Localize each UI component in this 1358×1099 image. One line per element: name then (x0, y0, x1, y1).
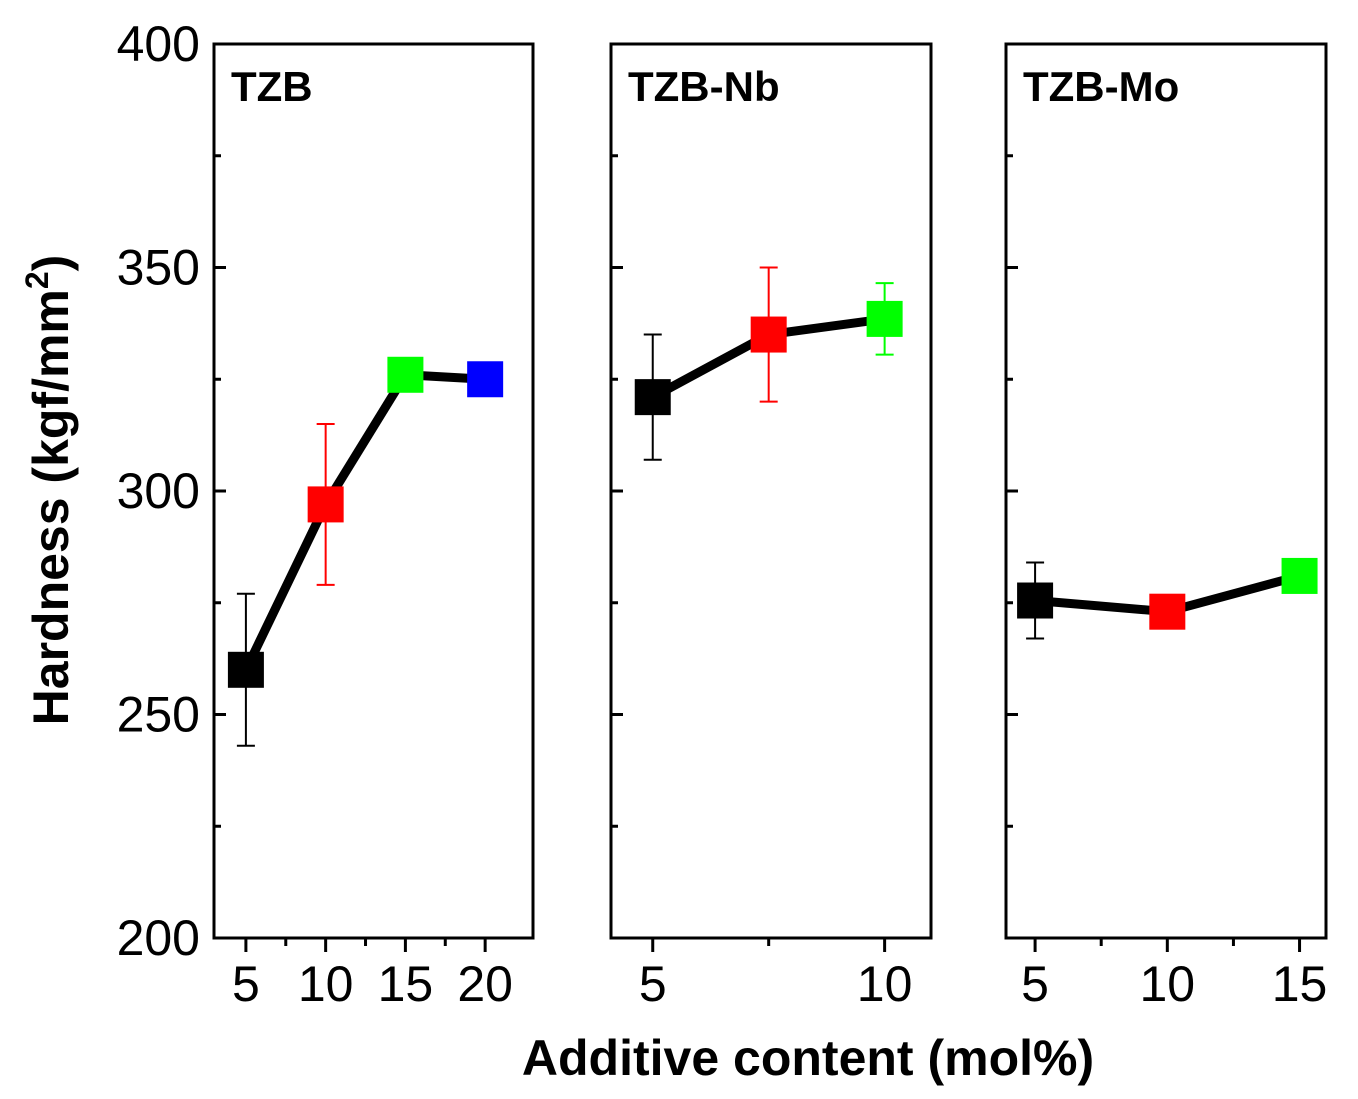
panel-title: TZB-Mo (1023, 63, 1179, 110)
chart-marks: 200 250 300 350 400 5 10 15 20 TZB 5 10 TZB-Nb 5 10 15 T… (117, 16, 1328, 1012)
panel-title: TZB-Nb (628, 63, 780, 110)
x-tick-label: 5 (639, 956, 667, 1012)
x-tick-label: 10 (298, 956, 354, 1012)
connector-line (1034, 596, 1168, 617)
x-tick-label: 20 (457, 956, 513, 1012)
panel-frame (1004, 42, 1328, 940)
x-tick-label: 10 (857, 956, 913, 1012)
panel-title: TZB (231, 63, 313, 110)
data-point-marker (750, 316, 787, 353)
x-tick-label: 10 (1140, 956, 1196, 1012)
data-point-marker (634, 379, 671, 416)
data-point-marker (387, 356, 424, 393)
panel-frame (609, 42, 933, 940)
data-point-marker (1149, 593, 1186, 630)
y-tick-label: 250 (117, 687, 200, 743)
connector-line (650, 330, 771, 402)
panel-tzb: 200 250 300 350 400 5 10 15 20 TZB (117, 16, 535, 1012)
y-tick-label: 400 (117, 16, 200, 72)
connector-line (241, 502, 330, 672)
panel-tzb-mo: 5 10 15 TZB-Mo (1004, 42, 1328, 1012)
x-tick-label: 15 (378, 956, 434, 1012)
data-point-marker (1281, 557, 1318, 594)
data-point-marker (1017, 582, 1054, 619)
connector-line (321, 372, 410, 507)
x-tick-label: 5 (232, 956, 260, 1012)
y-tick-label: 300 (117, 463, 200, 519)
connector-line (1166, 571, 1301, 617)
x-tick-label: 15 (1272, 956, 1328, 1012)
panel-tzb-nb: 5 10 TZB-Nb (609, 42, 933, 1012)
panel-frame (212, 42, 535, 940)
y-tick-label: 200 (117, 910, 200, 966)
y-axis-label-superscript: 2 (19, 271, 55, 289)
y-axis-label-main: Hardness (kgf/mm (23, 289, 79, 725)
data-point-marker (227, 651, 264, 688)
data-point-marker (866, 300, 903, 337)
y-tick-label: 350 (117, 240, 200, 296)
connector-line (768, 314, 886, 340)
data-point-marker (307, 486, 344, 523)
x-axis-label: Additive content (mol%) (522, 1030, 1094, 1086)
y-axis-label-close: ) (23, 255, 79, 272)
x-tick-label: 5 (1021, 956, 1049, 1012)
y-axis-label: Hardness (kgf/mm2) (19, 255, 79, 726)
data-point-marker (467, 361, 504, 398)
